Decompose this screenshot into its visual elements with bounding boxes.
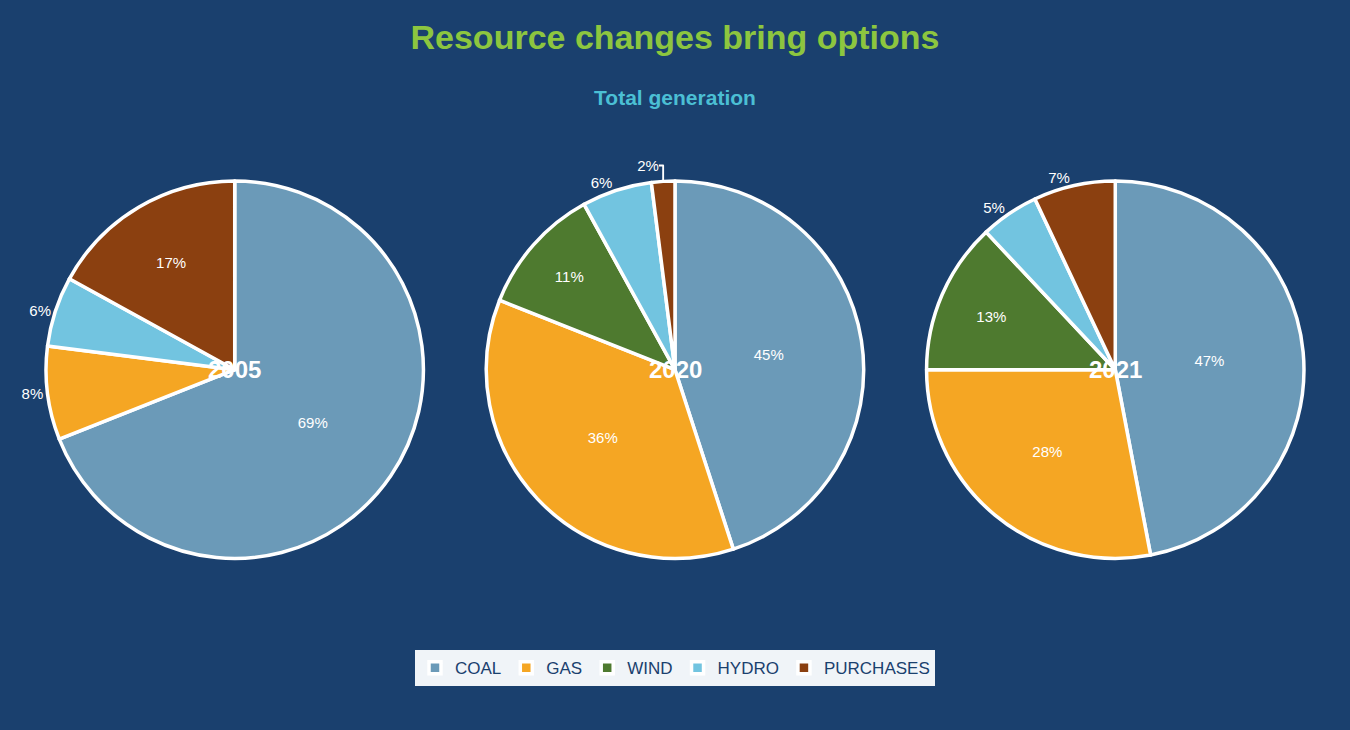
svg-text:36%: 36% — [588, 429, 618, 446]
svg-text:HYDRO: HYDRO — [718, 659, 779, 678]
svg-text:COAL: COAL — [455, 659, 501, 678]
svg-text:2%: 2% — [637, 157, 659, 174]
svg-text:WIND: WIND — [627, 659, 672, 678]
svg-text:6%: 6% — [591, 174, 613, 191]
svg-text:2005: 2005 — [208, 356, 261, 383]
svg-text:2020: 2020 — [649, 356, 702, 383]
svg-text:6%: 6% — [29, 302, 51, 319]
svg-text:17%: 17% — [156, 254, 186, 271]
svg-text:7%: 7% — [1048, 169, 1070, 186]
svg-text:47%: 47% — [1194, 352, 1224, 369]
svg-text:8%: 8% — [22, 385, 44, 402]
svg-text:13%: 13% — [976, 308, 1006, 325]
svg-text:Resource changes bring options: Resource changes bring options — [411, 18, 940, 56]
svg-text:Total generation: Total generation — [594, 86, 756, 109]
svg-text:28%: 28% — [1032, 443, 1062, 460]
svg-text:PURCHASES: PURCHASES — [824, 659, 930, 678]
svg-text:45%: 45% — [754, 346, 784, 363]
svg-text:GAS: GAS — [546, 659, 582, 678]
svg-text:5%: 5% — [983, 199, 1005, 216]
svg-text:11%: 11% — [555, 268, 584, 285]
svg-text:2021: 2021 — [1089, 356, 1142, 383]
svg-text:69%: 69% — [298, 414, 328, 431]
